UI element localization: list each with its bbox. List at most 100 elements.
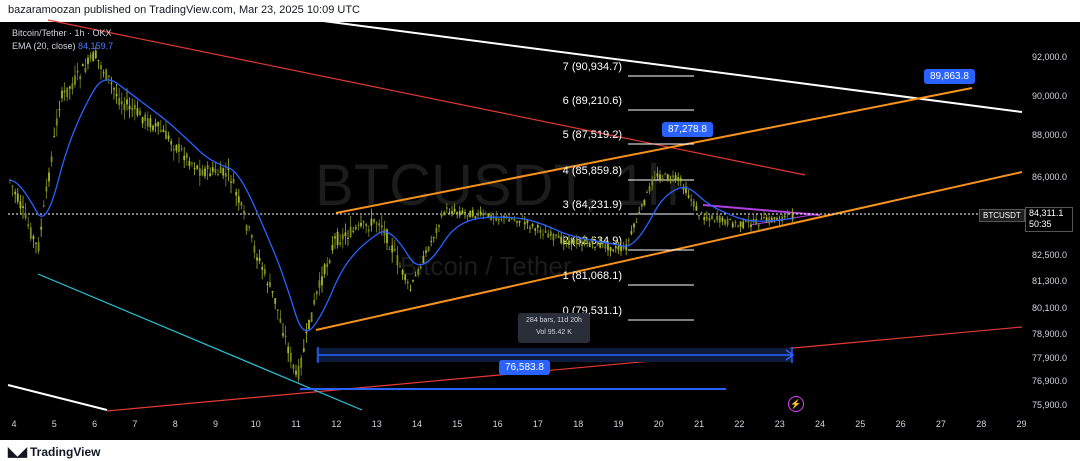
- orange-channel-top[interactable]: [335, 87, 973, 214]
- candle-body: [263, 268, 266, 275]
- candle-body: [659, 174, 661, 180]
- candle-body: [583, 239, 586, 246]
- price-axis[interactable]: 92,000.090,000.088,000.086,000.084,000.0…: [1032, 52, 1067, 410]
- candle-body: [386, 229, 388, 244]
- ema-label: EMA (20, close): [12, 41, 76, 51]
- candle-body: [45, 186, 48, 192]
- candle-body: [614, 246, 617, 249]
- candlestick-series[interactable]: [9, 46, 794, 383]
- candle-body: [100, 65, 102, 70]
- candle-body: [235, 191, 238, 196]
- candle-body: [201, 169, 204, 176]
- candle-body: [458, 211, 461, 216]
- candle-body: [276, 309, 279, 311]
- fib-level-label: 4 (85,859.8): [563, 165, 622, 177]
- candle-body: [544, 230, 547, 233]
- candle-body: [562, 239, 565, 245]
- candle-body: [518, 220, 521, 223]
- candle-body: [87, 57, 89, 64]
- time-tick-label: 14: [412, 419, 422, 429]
- candle-body: [331, 244, 334, 251]
- lightning-icon[interactable]: ⚡: [788, 396, 804, 412]
- candle-body: [669, 179, 672, 181]
- red-trendline-upper[interactable]: [47, 19, 806, 176]
- candle-body: [773, 217, 776, 219]
- candle-body: [349, 226, 352, 238]
- time-tick-label: 6: [92, 419, 97, 429]
- candle-body: [191, 162, 193, 164]
- time-tick-label: 18: [573, 419, 583, 429]
- time-tick-label: 13: [372, 419, 382, 429]
- cyan-trendline[interactable]: [37, 273, 363, 411]
- candle-body: [536, 225, 539, 228]
- white-trendline-top[interactable]: [299, 17, 1023, 113]
- tradingview-logo-text: TradingView: [30, 445, 101, 459]
- candle-body: [269, 281, 271, 287]
- date-range-arrow: [785, 349, 795, 361]
- candle-body: [575, 239, 578, 245]
- candle-body: [742, 221, 745, 229]
- candle-body: [232, 179, 235, 184]
- candle-body: [256, 257, 258, 261]
- time-tick-label: 12: [331, 419, 341, 429]
- candle-body: [297, 365, 300, 380]
- candle-body: [664, 173, 667, 175]
- candle-body: [555, 234, 557, 236]
- ema-line[interactable]: [9, 79, 793, 332]
- candle-body: [107, 75, 110, 78]
- candle-body: [131, 108, 134, 110]
- candle-body: [178, 143, 180, 153]
- candle-body: [146, 118, 149, 127]
- candle-body: [482, 213, 485, 216]
- candle-body: [401, 270, 404, 275]
- candle-body: [568, 240, 570, 246]
- candle-body: [744, 220, 747, 222]
- target-callout[interactable]: 89,863.8: [924, 69, 975, 84]
- price-tick-label: 77,900.0: [1032, 353, 1067, 363]
- high-callout[interactable]: 87,278.8: [662, 122, 713, 137]
- candle-body: [149, 118, 152, 128]
- candle-body: [685, 186, 687, 193]
- candle-body: [152, 125, 154, 131]
- candle-body: [409, 289, 412, 291]
- candle-body: [565, 241, 568, 244]
- candle-body: [230, 181, 232, 183]
- candle-body: [783, 215, 786, 217]
- candle-body: [126, 99, 128, 105]
- candle-body: [214, 168, 217, 173]
- candle-body: [404, 274, 407, 281]
- candle-body: [601, 243, 604, 245]
- candle-body: [466, 215, 469, 217]
- candle-body: [50, 156, 53, 163]
- candle-body: [570, 237, 573, 245]
- white-trendline-bottom[interactable]: [7, 384, 108, 411]
- purple-trendline[interactable]: [702, 204, 821, 216]
- candle-body: [170, 141, 173, 145]
- candle-body: [539, 230, 542, 233]
- candle-body: [633, 223, 635, 228]
- chart-legend[interactable]: Bitcoin/Tether · 1h · OKX EMA (20, close…: [12, 27, 113, 53]
- candle-body: [549, 231, 552, 237]
- candle-body: [266, 283, 269, 285]
- candle-body: [63, 90, 66, 93]
- candle-body: [165, 130, 167, 140]
- red-trendline-lower[interactable]: [106, 326, 1023, 412]
- candle-body: [237, 196, 240, 203]
- candle-body: [622, 246, 625, 249]
- orange-channel-bottom[interactable]: [315, 171, 1023, 331]
- candle-body: [594, 246, 596, 248]
- candle-body: [336, 231, 339, 246]
- time-axis[interactable]: 4 5 6 7 8 9 10 11 12 13 14 15 16 17 18 19 20 21 22 23 24 25 26…: [11, 419, 1026, 429]
- time-tick-label: 21: [694, 419, 704, 429]
- candle-body: [292, 364, 295, 369]
- ema-legend[interactable]: EMA (20, close) 84,159.7: [12, 40, 113, 53]
- tradingview-logo[interactable]: ◣◢ TradingView: [8, 444, 100, 460]
- candle-body: [326, 263, 329, 268]
- candle-body: [347, 237, 349, 239]
- candle-body: [209, 173, 212, 177]
- candle-body: [705, 217, 708, 219]
- watermark-name: Bitcoin / Tether: [400, 251, 572, 281]
- low-callout[interactable]: 76,583.8: [499, 360, 550, 375]
- candle-body: [604, 244, 607, 249]
